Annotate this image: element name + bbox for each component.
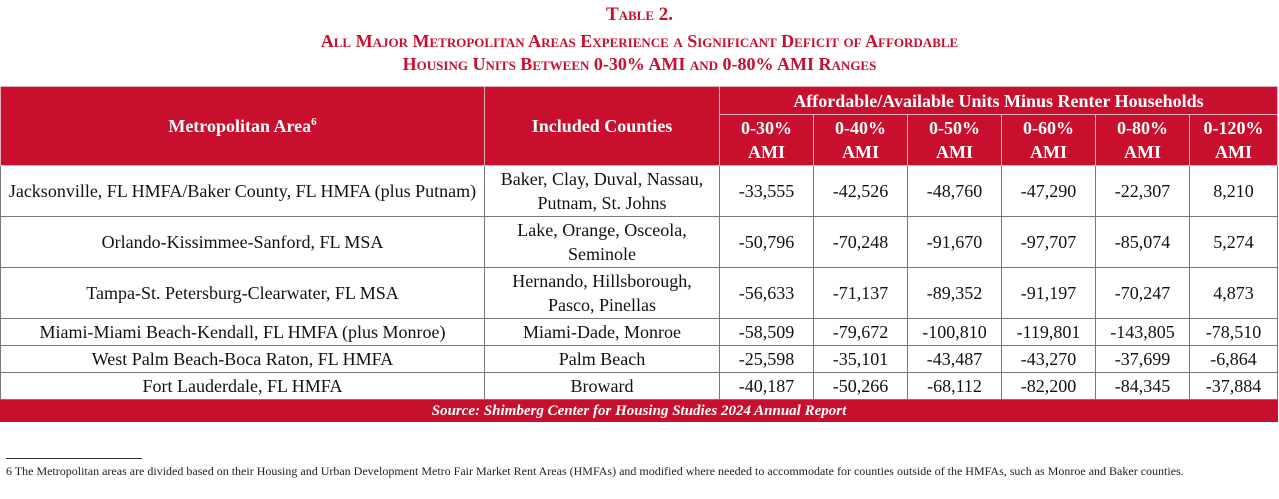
value-cell: -6,864: [1189, 345, 1278, 373]
value-cell: -50,796: [719, 216, 814, 268]
value-cell: -78,510: [1189, 318, 1278, 346]
ami-range: 0-40%: [835, 118, 886, 138]
value-cell: -47,290: [1001, 165, 1096, 217]
value-cell: -85,074: [1095, 216, 1190, 268]
value-cell: -119,801: [1001, 318, 1096, 346]
value-cell: -82,200: [1001, 372, 1096, 400]
ami-range: 0-60%: [1023, 118, 1074, 138]
value-cell: 5,274: [1189, 216, 1278, 268]
value-cell: 4,873: [1189, 267, 1278, 319]
ami-column-header: 0-120% AMI: [1189, 114, 1278, 166]
counties-cell: Hernando, Hillsborough, Pasco, Pinellas: [484, 267, 720, 319]
metro-area-cell: Fort Lauderdale, FL HMFA: [0, 372, 485, 400]
metro-area-cell: Tampa-St. Petersburg-Clearwater, FL MSA: [0, 267, 485, 319]
ami-column-header: 0-60% AMI: [1001, 114, 1096, 166]
table-row: Tampa-St. Petersburg-Clearwater, FL MSA H…: [0, 267, 1278, 319]
value-cell: -70,247: [1095, 267, 1190, 319]
value-cell: -22,307: [1095, 165, 1190, 217]
ami-unit: AMI: [1124, 142, 1161, 162]
value-cell: -25,598: [719, 345, 814, 373]
value-cell: -100,810: [907, 318, 1002, 346]
value-cell: -91,670: [907, 216, 1002, 268]
table-row: Fort Lauderdale, FL HMFA Broward -40,187 -5…: [0, 372, 1278, 400]
value-cell: -50,266: [813, 372, 908, 400]
table-number: Table 2.: [605, 4, 674, 25]
footnote: 6 The Metropolitan areas are divided bas…: [6, 464, 1184, 478]
value-cell: -143,805: [1095, 318, 1190, 346]
table-row: Orlando-Kissimmee-Sanford, FL MSA Lake, O…: [0, 216, 1278, 268]
metro-area-header-label: Metropolitan Area: [168, 116, 312, 136]
ami-range: 0-50%: [929, 118, 980, 138]
value-cell: -56,633: [719, 267, 814, 319]
footnote-divider: [6, 458, 142, 459]
counties-cell: Miami-Dade, Monroe: [484, 318, 720, 346]
ami-unit: AMI: [1030, 142, 1067, 162]
value-cell: -79,672: [813, 318, 908, 346]
value-cell: -42,526: [813, 165, 908, 217]
deficit-table: Metropolitan Area6 Included Counties Aff…: [0, 86, 1278, 422]
value-cell: -84,345: [1095, 372, 1190, 400]
ami-unit: AMI: [936, 142, 973, 162]
value-cell: -37,884: [1189, 372, 1278, 400]
ami-unit: AMI: [748, 142, 785, 162]
metro-area-header: Metropolitan Area6: [0, 86, 485, 166]
counties-cell: Palm Beach: [484, 345, 720, 373]
table-title-line-1: All Major Metropolitan Areas Experience …: [320, 31, 959, 51]
value-cell: -71,137: [813, 267, 908, 319]
value-cell: 8,210: [1189, 165, 1278, 217]
value-cell: -68,112: [907, 372, 1002, 400]
counties-cell: Baker, Clay, Duval, Nassau, Putnam, St. …: [484, 165, 720, 217]
ami-column-header: 0-40% AMI: [813, 114, 908, 166]
footnote-marker: 6: [311, 116, 317, 128]
ami-range: 0-120%: [1203, 118, 1264, 138]
units-group-header: Affordable/Available Units Minus Renter …: [719, 86, 1278, 115]
ami-column-header: 0-80% AMI: [1095, 114, 1190, 166]
ami-unit: AMI: [1215, 142, 1252, 162]
ami-range: 0-80%: [1117, 118, 1168, 138]
ami-column-header: 0-50% AMI: [907, 114, 1002, 166]
metro-area-cell: Miami-Miami Beach-Kendall, FL HMFA (plus…: [0, 318, 485, 346]
ami-unit: AMI: [842, 142, 879, 162]
value-cell: -58,509: [719, 318, 814, 346]
value-cell: -91,197: [1001, 267, 1096, 319]
included-counties-header: Included Counties: [484, 86, 720, 166]
value-cell: -97,707: [1001, 216, 1096, 268]
metro-area-cell: Jacksonville, FL HMFA/Baker County, FL H…: [0, 165, 485, 217]
table-row: West Palm Beach-Boca Raton, FL HMFA Palm …: [0, 345, 1278, 373]
table-title-line-2: Housing Units Between 0-30% AMI and 0-80…: [402, 54, 877, 74]
value-cell: -70,248: [813, 216, 908, 268]
value-cell: -35,101: [813, 345, 908, 373]
value-cell: -33,555: [719, 165, 814, 217]
ami-column-header: 0-30% AMI: [719, 114, 814, 166]
value-cell: -43,270: [1001, 345, 1096, 373]
counties-cell: Broward: [484, 372, 720, 400]
value-cell: -40,187: [719, 372, 814, 400]
ami-range: 0-30%: [741, 118, 792, 138]
table-row: Miami-Miami Beach-Kendall, FL HMFA (plus…: [0, 318, 1278, 346]
metro-area-cell: West Palm Beach-Boca Raton, FL HMFA: [0, 345, 485, 373]
value-cell: -48,760: [907, 165, 1002, 217]
value-cell: -43,487: [907, 345, 1002, 373]
counties-cell: Lake, Orange, Osceola, Seminole: [484, 216, 720, 268]
value-cell: -89,352: [907, 267, 1002, 319]
value-cell: -37,699: [1095, 345, 1190, 373]
table-row: Jacksonville, FL HMFA/Baker County, FL H…: [0, 165, 1278, 217]
metro-area-cell: Orlando-Kissimmee-Sanford, FL MSA: [0, 216, 485, 268]
source-note: Source: Shimberg Center for Housing Stud…: [0, 399, 1278, 422]
